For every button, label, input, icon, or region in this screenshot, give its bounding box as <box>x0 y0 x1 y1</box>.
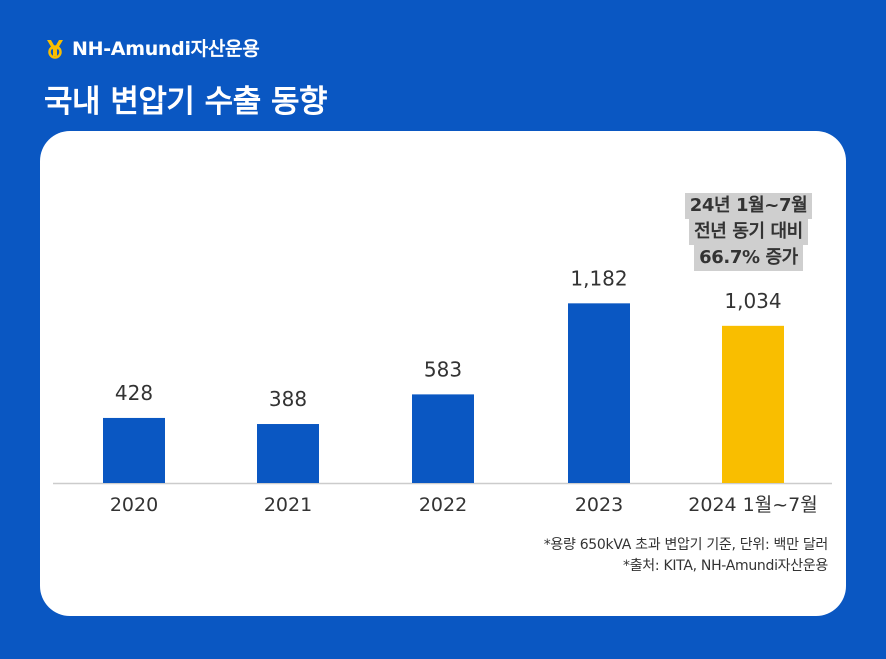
callout-line-growth: 66.7% 증가 <box>694 245 803 271</box>
footnote-source: *출처: KITA, NH-Amundi자산운용 <box>623 558 828 574</box>
bar-2 <box>412 394 474 483</box>
value-label-0: 428 <box>115 381 153 405</box>
footnotes: *용량 650kVA 초과 변압기 기준, 단위: 백만 달러 *출처: KIT… <box>543 535 829 577</box>
bar-0 <box>103 417 165 483</box>
brand-name: NH-Amundi자산운용 <box>72 38 260 60</box>
category-label-4: 2024 1월~7월 <box>688 494 817 516</box>
brand: NH-Amundi자산운용 <box>44 34 260 61</box>
value-label-3: 1,182 <box>570 266 627 290</box>
category-label-1: 2021 <box>264 494 312 516</box>
footnote-unit: *용량 650kVA 초과 변압기 기준, 단위: 백만 달러 <box>543 537 829 553</box>
page-title: 국내 변압기 수출 동향 <box>44 84 328 120</box>
value-label-2: 583 <box>424 357 462 381</box>
category-label-3: 2023 <box>575 494 623 516</box>
growth-callout: 24년 1월~7월 전년 동기 대비 66.7% 증가 <box>680 190 817 274</box>
category-label-2: 2022 <box>419 494 467 516</box>
nh-logo-icon <box>47 39 63 59</box>
value-label-1: 388 <box>269 387 307 411</box>
callout-line-comparison: 전년 동기 대비 <box>689 219 808 245</box>
category-label-0: 2020 <box>110 494 158 516</box>
bar-3 <box>568 303 630 483</box>
value-label-4: 1,034 <box>724 289 781 313</box>
bar-1 <box>257 424 319 483</box>
callout-line-period: 24년 1월~7월 <box>684 193 813 219</box>
bar-4 <box>722 325 784 483</box>
